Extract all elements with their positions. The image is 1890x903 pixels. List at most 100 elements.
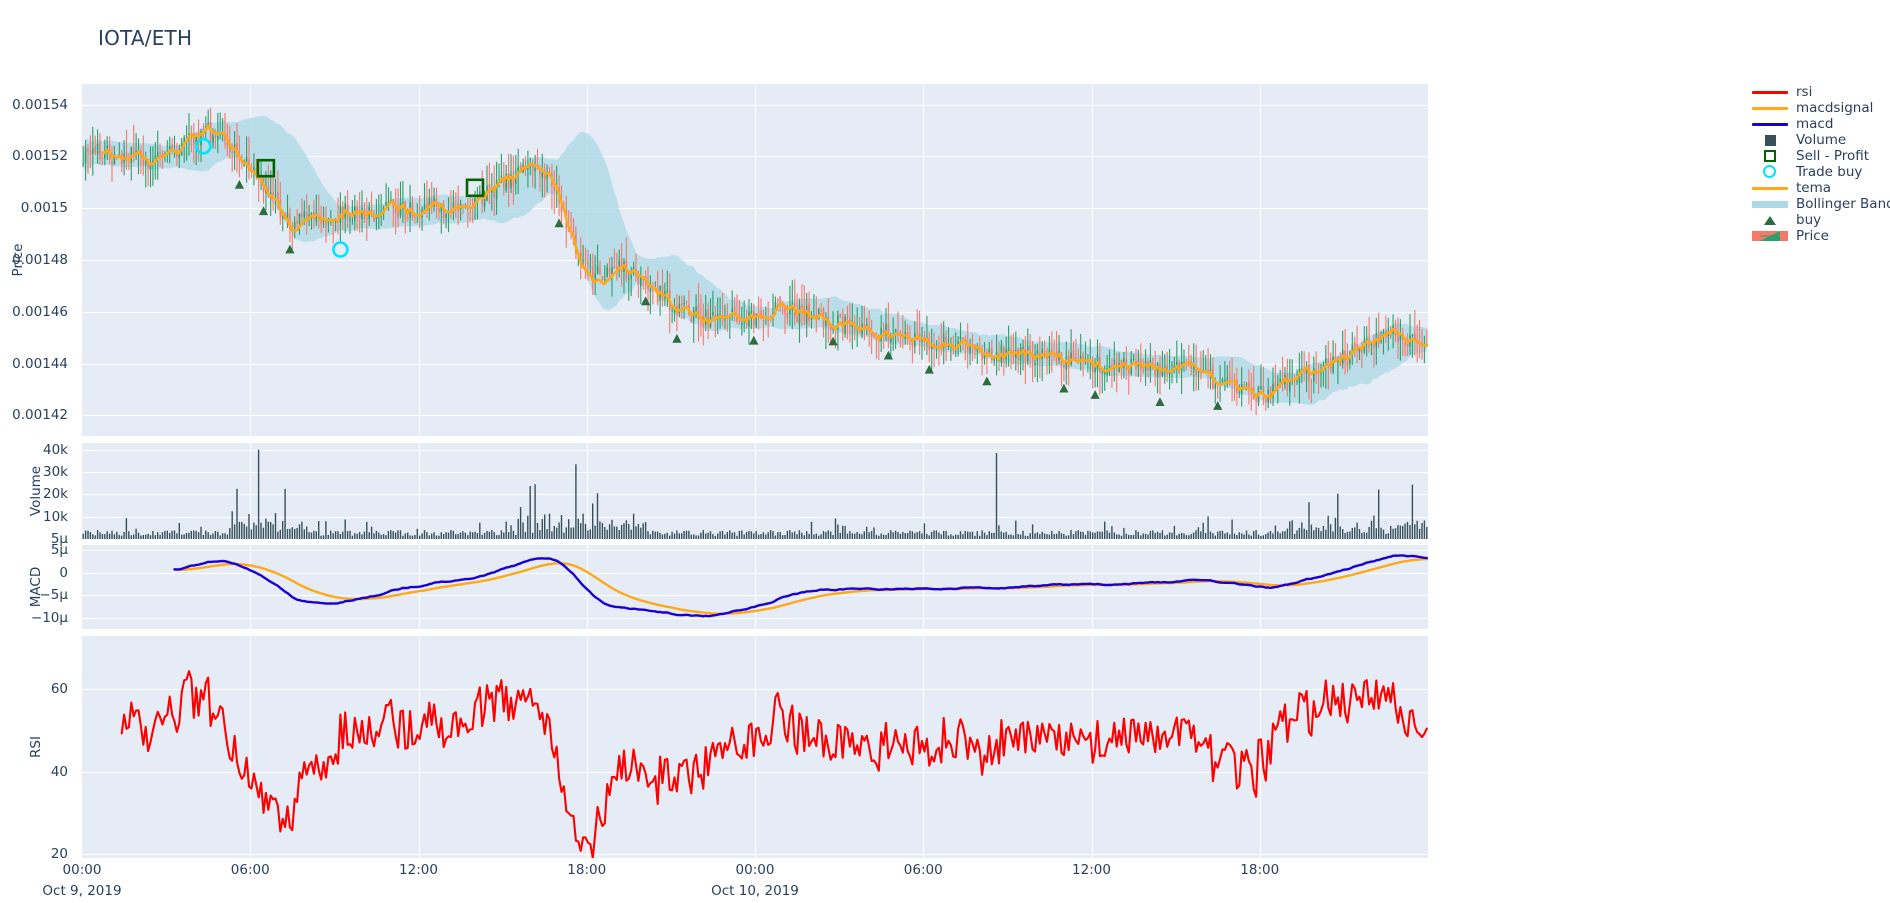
x-axis-tick: 12:00 — [399, 862, 438, 878]
buy-marker[interactable] — [924, 364, 934, 374]
volume-chart-panel[interactable] — [82, 443, 1428, 539]
volume-bar — [416, 528, 418, 539]
volume-bar — [116, 531, 118, 539]
legend-item-trade-buy[interactable]: Trade buy — [1748, 164, 1890, 180]
volume-bar — [637, 523, 640, 539]
volume-bar — [154, 535, 156, 539]
buy-marker[interactable] — [554, 218, 564, 228]
buy-marker[interactable] — [749, 335, 759, 345]
volume-bar — [976, 531, 978, 539]
volume-bar — [1387, 533, 1389, 539]
volume-axis-title: Volume — [28, 465, 44, 517]
sell-profit-marker[interactable] — [465, 178, 485, 198]
volume-bar — [346, 531, 349, 539]
volume-bar — [1394, 528, 1397, 539]
volume-gridline-vertical — [1092, 443, 1093, 539]
legend-item-sell-profit[interactable]: Sell - Profit — [1748, 148, 1890, 164]
volume-bar — [765, 534, 767, 539]
legend-item-macdsignal[interactable]: macdsignal — [1748, 100, 1890, 116]
buy-marker[interactable] — [285, 244, 295, 254]
volume-bar — [791, 532, 793, 539]
volume-bar — [1154, 532, 1156, 539]
volume-bar — [1382, 529, 1385, 539]
volume-bar — [856, 532, 858, 539]
buy-marker[interactable] — [234, 179, 244, 189]
volume-bar — [544, 514, 546, 539]
trade-buy-marker[interactable] — [195, 137, 212, 155]
rsi-chart-panel[interactable] — [82, 636, 1428, 858]
legend-item-rsi[interactable]: rsi — [1748, 84, 1890, 100]
volume-bar — [613, 526, 616, 539]
volume-bar — [130, 535, 132, 539]
volume-bar — [1183, 533, 1185, 539]
legend-item-label: macd — [1796, 116, 1834, 132]
volume-bar — [933, 530, 935, 539]
volume-bar — [89, 532, 92, 539]
volume-bar — [580, 523, 582, 539]
rsi-axis-title: RSI — [28, 736, 44, 758]
legend-item-bollinger-band[interactable]: Bollinger Band — [1748, 196, 1890, 212]
volume-bar — [851, 533, 853, 539]
volume-bar — [705, 533, 707, 539]
volume-bar — [1325, 529, 1327, 539]
buy-marker[interactable] — [1090, 390, 1100, 399]
volume-bar — [906, 533, 909, 539]
volume-bar — [560, 515, 563, 539]
buy-marker[interactable] — [1213, 401, 1223, 410]
volume-bar — [1214, 535, 1216, 539]
legend-item-macd[interactable]: macd — [1748, 116, 1890, 132]
volume-bar — [902, 531, 904, 539]
volume-bar — [551, 531, 553, 539]
volume-bar — [197, 532, 200, 539]
buy-marker[interactable] — [258, 206, 269, 216]
x-axis-tick-labels: 00:00 06:00 12:00 18:00 00:00 06:00 12:00 18:00… — [0, 862, 1890, 902]
macd-chart-panel[interactable] — [82, 545, 1428, 629]
trade-buy-marker[interactable] — [332, 241, 349, 258]
line-icon — [1752, 107, 1788, 110]
volume-bar — [565, 527, 567, 539]
volume-bar — [846, 533, 849, 539]
buy-marker[interactable] — [1059, 383, 1069, 393]
sell-profit-marker[interactable] — [256, 158, 276, 178]
volume-bar — [1344, 532, 1346, 539]
buy-marker[interactable] — [641, 296, 651, 306]
volume-bar — [950, 534, 952, 539]
volume-bar — [717, 533, 719, 539]
legend-item-price[interactable]: Price — [1748, 228, 1890, 244]
volume-bar — [481, 534, 483, 539]
buy-marker[interactable] — [982, 376, 992, 386]
legend-item-volume[interactable]: Volume — [1748, 132, 1890, 148]
volume-bar — [419, 535, 421, 539]
legend-band-swatch-icon — [1748, 196, 1792, 212]
volume-bar — [318, 521, 320, 539]
volume-bar — [1070, 530, 1072, 539]
volume-bar — [786, 530, 789, 539]
volume-bar — [505, 521, 507, 539]
page-title: IOTA/ETH — [98, 26, 193, 50]
volume-bar — [962, 534, 964, 539]
buy-marker[interactable] — [672, 333, 682, 343]
chart-legend[interactable]: rsi macdsignal macd Volume Sell - Profit Trad… — [1748, 84, 1890, 244]
volume-bar — [1267, 532, 1269, 539]
volume-bar — [99, 532, 101, 539]
volume-bar — [195, 530, 197, 539]
volume-bar — [1031, 524, 1034, 539]
legend-item-tema[interactable]: tema — [1748, 180, 1890, 196]
legend-item-buy[interactable]: buy — [1748, 212, 1890, 228]
volume-bar — [224, 533, 226, 539]
volume-bar — [866, 526, 868, 539]
buy-marker[interactable] — [1155, 397, 1165, 406]
volume-bar — [149, 535, 152, 539]
volume-bar — [1342, 529, 1344, 539]
volume-bar — [1301, 522, 1303, 539]
price-chart-panel[interactable] — [82, 84, 1428, 436]
volume-bar — [930, 531, 933, 539]
macd-gridline-vertical — [923, 545, 924, 629]
volume-bar — [366, 521, 368, 539]
volume-bar — [1116, 534, 1118, 539]
volume-bar — [1144, 533, 1147, 539]
volume-bar — [1065, 535, 1067, 539]
buy-marker[interactable] — [883, 350, 893, 360]
volume-bar — [873, 527, 875, 539]
buy-marker[interactable] — [828, 336, 838, 346]
